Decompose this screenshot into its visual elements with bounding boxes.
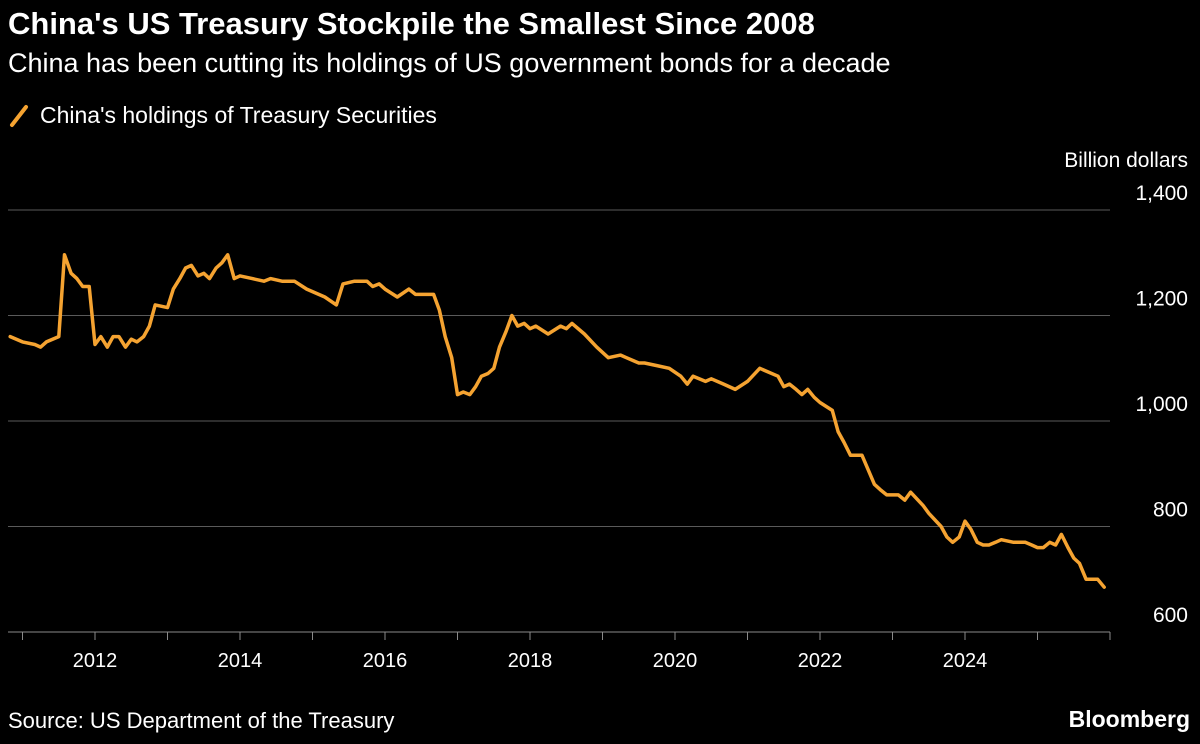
y-tick-label: 1,400 (1135, 182, 1188, 205)
bloomberg-logo: Bloomberg (1068, 706, 1190, 732)
y-tick-label: 1,000 (1135, 393, 1188, 416)
legend-label: China's holdings of Treasury Securities (40, 102, 437, 128)
x-tick-label: 2024 (943, 650, 988, 672)
x-tick-label: 2014 (218, 650, 263, 672)
x-tick-label: 2018 (508, 650, 553, 672)
series-line (8, 253, 1106, 589)
x-tick-label: 2016 (363, 650, 408, 672)
x-tick-label: 2022 (798, 650, 843, 672)
source-note: Source: US Department of the Treasury (8, 708, 395, 733)
y-tick-label: 600 (1153, 604, 1188, 627)
legend-line-icon (10, 104, 28, 127)
chart-title: China's US Treasury Stockpile the Smalle… (8, 6, 815, 41)
chart-subtitle: China has been cutting its holdings of U… (8, 48, 891, 78)
chart-legend: China's holdings of Treasury Securities (8, 102, 437, 129)
y-tick-label: 800 (1153, 499, 1188, 522)
x-tick-label: 2012 (73, 650, 118, 672)
y-axis-label: Billion dollars (1064, 149, 1188, 172)
x-tick-label: 2020 (653, 650, 698, 672)
y-tick-label: 1,200 (1135, 288, 1188, 311)
line-chart: 600 800 1,000 1,200 1,400 Billion dollars 2012… (8, 149, 1188, 672)
